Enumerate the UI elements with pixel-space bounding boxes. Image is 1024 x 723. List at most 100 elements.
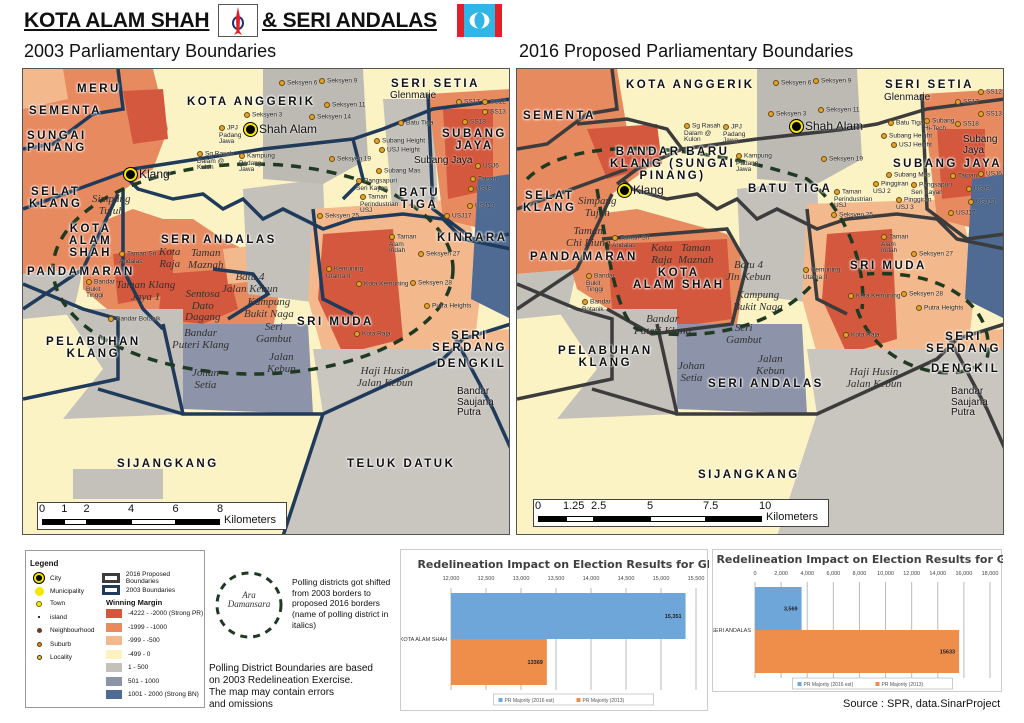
legend-2003-boundary: 2003 Boundaries <box>102 585 175 595</box>
bar-2013 <box>451 639 547 685</box>
locality-label: Bandar Botanik <box>582 298 611 313</box>
legend-margin-item: -1999 - -1000 <box>106 622 168 632</box>
district-label: KOTA ANGGERIK <box>626 79 755 91</box>
legend-swatch <box>875 682 880 686</box>
category-label: SERI ANDALAS <box>713 628 751 634</box>
legend-label: Suburb <box>50 640 71 648</box>
legend-title: Legend <box>30 559 59 568</box>
subtitle-2003: 2003 Parliamentary Boundaries <box>24 41 277 61</box>
x-tick-label: 13,500 <box>548 576 565 582</box>
locality-label: JPJ Padang Jawa <box>723 123 746 145</box>
dap-rocket-logo <box>218 4 258 37</box>
locality-label: SS13 <box>482 109 506 117</box>
scale-segment <box>566 516 594 522</box>
chart-seri-andalas: Redelineation Impact on Election Results… <box>711 549 1024 692</box>
locality-label: Putra Heights <box>916 305 963 313</box>
locality-label: USJ13 <box>467 203 495 211</box>
locality-label: Sg Rasah Dalam @ Kulon <box>197 150 234 172</box>
scale-tick: 7.5 <box>703 500 719 512</box>
data-label: 15,351 <box>665 614 682 620</box>
legend-margin-item: -499 - 0 <box>106 649 150 659</box>
locality-label: USJ6 <box>475 163 499 171</box>
scale-bar: 0 1 2 4 6 8 Kilometers <box>37 502 287 530</box>
polling-district-label: Taman Klang Jaya 1 <box>116 279 176 303</box>
scale-segment <box>64 519 87 525</box>
locality-icon <box>36 655 42 660</box>
district-label: SELAT KLANG <box>523 190 577 215</box>
x-tick-label: 16,000 <box>955 571 972 577</box>
data-label: 15633 <box>940 650 955 656</box>
legend-label: City <box>50 574 62 582</box>
island-icon <box>38 616 40 618</box>
scale-tick: 1 <box>61 503 68 515</box>
locality-label: SS12 <box>978 89 1002 97</box>
polling-district-label: Simpang Tujuh <box>578 195 617 219</box>
margin-swatch <box>106 663 122 672</box>
locality-label: Kota Kemuning <box>356 281 408 289</box>
district-label: KOTA ANGGERIK <box>187 96 316 108</box>
polling-district-label: Batu 4 Jln Kebun <box>726 259 771 283</box>
margin-swatch <box>106 622 122 632</box>
legend-symbol-locality: Locality <box>34 654 72 661</box>
legend-label: Municipality <box>50 587 84 595</box>
legend-margin-item: 1 - 500 <box>106 663 148 672</box>
locality-label: SS17 <box>456 99 480 107</box>
locality-label: Kemuning Utama II <box>326 265 364 280</box>
locality-label: Sg Rasah Dalam @ Kulon <box>684 122 721 144</box>
locality-label: SS18 <box>955 121 979 129</box>
district-label: PANDAMARAN <box>530 251 638 263</box>
locality-label: Batu Tiga <box>888 120 923 128</box>
polling-district-label: Kampung Bukit Naga <box>244 296 294 320</box>
locality-label: Seksyen 11 <box>324 102 365 110</box>
locality-label: Pinggiran USJ 2 <box>873 180 909 195</box>
locality-label: Taman Alam Indah <box>389 233 417 255</box>
x-tick-label: 0 <box>753 571 756 577</box>
city-icon <box>34 573 44 583</box>
scale-tick: 0 <box>535 500 542 512</box>
town-label: Bandar Saujana Putra <box>457 386 494 418</box>
legend-label: island <box>50 613 67 621</box>
data-label: 3,569 <box>784 607 798 613</box>
polling-district-label: Johan Setia <box>678 360 705 384</box>
district-label: SERI SETIA <box>391 78 480 90</box>
locality-label: Kemuning Utama II <box>803 266 841 281</box>
locality-label: Subang Height <box>374 138 425 146</box>
x-tick-label: 10,000 <box>877 571 894 577</box>
legend-symbol-neighbourhood: Neighbourhood <box>34 627 94 634</box>
chart-legend <box>792 677 953 690</box>
map-2016-proposed-boundaries[interactable]: KOTA ANGGERIK SERI SETIA SEMENTA BANDAR BAR… <box>516 68 1004 535</box>
locality-label: Kampung Padang Jawa <box>239 152 275 174</box>
source-note: Source : SPR, data.SinarProject <box>843 698 1001 710</box>
locality-label: Seksyen 14 <box>309 114 351 122</box>
legend-label: 501 - 1000 <box>128 677 160 685</box>
district-label: SERI SERDANG <box>432 330 508 355</box>
disclaimer: Polling District Boundaries are based on… <box>209 663 373 710</box>
legend-symbol-island: island <box>34 614 67 621</box>
polling-district-label: Bandar Puteri Klang <box>172 327 230 351</box>
legend-label: PR Majority (2013) <box>583 698 625 704</box>
locality-label: Seksyen 25 <box>317 213 359 221</box>
legend-label: -1999 - -1000 <box>128 623 168 631</box>
locality-label: SS18 <box>462 119 486 127</box>
category-label: KOTA ALAM SHAH <box>401 637 447 643</box>
district-label: SRI MUDA <box>850 260 927 272</box>
district-label: PELABUHAN KLANG <box>46 336 141 361</box>
locality-label: Kampung Padang Jawa <box>736 152 772 174</box>
map-2016-regions <box>517 69 1003 534</box>
legend-label: PR Majority (2013) <box>882 682 924 688</box>
map-2003-boundaries[interactable]: MERU SEMENTA SUNGAI PINANG KOTA ANGGERIK SER… <box>22 68 510 535</box>
legend-label: -4222 - -2000 (Strong PR) <box>128 610 204 617</box>
town-icon <box>36 600 42 607</box>
shift-note: Polling districts got shifted from 2003 … <box>292 577 391 630</box>
locality-label: Pangsapuri Seri Kayan <box>911 181 952 196</box>
town-label: Glenmarie <box>884 92 931 103</box>
map-legend: Legend 2016 Proposed Boundaries 2003 Bou… <box>25 550 205 708</box>
locality-label: SS17 <box>955 99 979 107</box>
scale-segment <box>538 516 566 522</box>
scale-tick: 8 <box>217 503 224 515</box>
locality-label: Kota Kemuning <box>848 293 900 301</box>
title-seri-andalas: & SERI ANDALAS <box>262 9 437 32</box>
district-label: SUNGAI PINANG <box>27 130 87 155</box>
legend-margin-item: -4222 - -2000 (Strong PR) <box>106 609 203 618</box>
polling-district-label: Jalan Kebun <box>756 353 785 377</box>
